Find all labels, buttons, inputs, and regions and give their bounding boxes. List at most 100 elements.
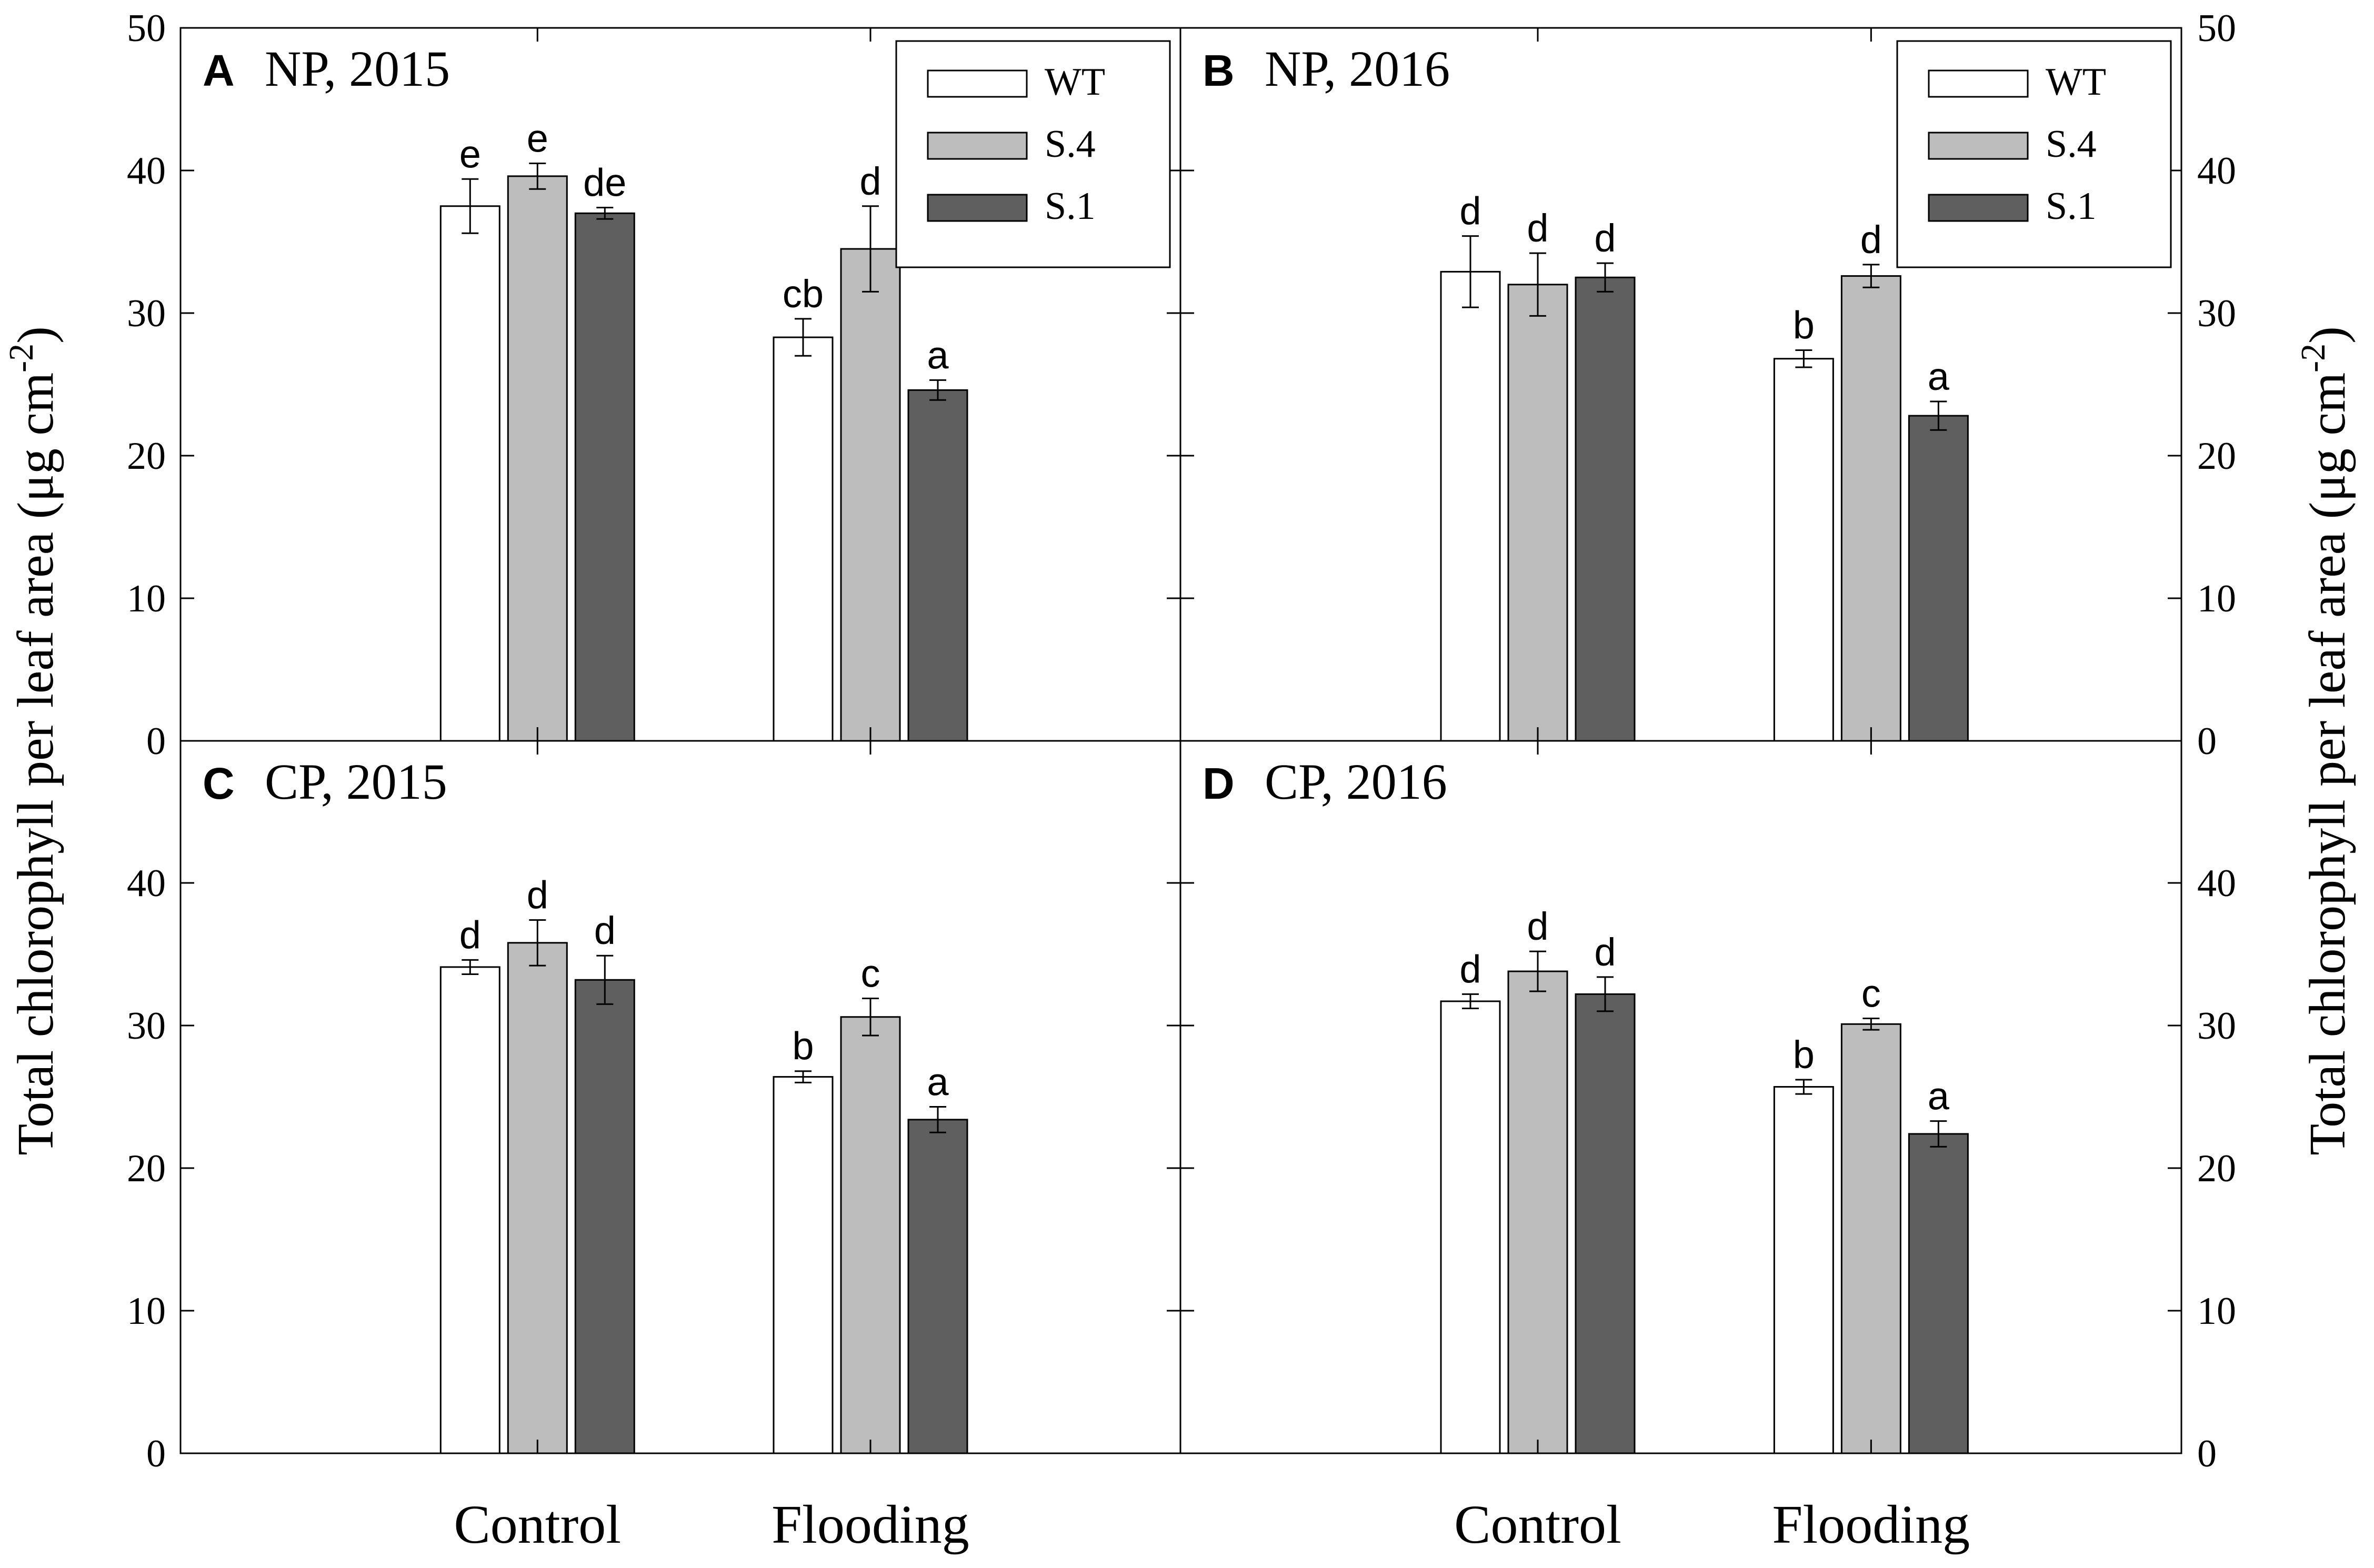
bar	[1575, 276, 1636, 742]
significance-letter: d	[527, 873, 548, 917]
bar	[907, 1119, 968, 1454]
x-category-label: Control	[1454, 1494, 1621, 1555]
y-tick-label: 50	[2197, 7, 2236, 50]
y-tick-label: 30	[127, 292, 166, 335]
y-tick-label: 0	[2197, 1432, 2217, 1475]
bar	[574, 212, 635, 742]
legend-swatch	[1928, 69, 2029, 98]
panel-letter: D	[1203, 759, 1235, 808]
significance-letter: cb	[783, 272, 824, 316]
bar	[907, 389, 968, 742]
significance-letter: d	[1594, 216, 1616, 260]
y-tick-label: 0	[2197, 720, 2217, 763]
y-tick-label: 10	[2197, 577, 2236, 620]
panel-title: NP, 2015	[265, 41, 450, 97]
significance-letter: e	[459, 132, 481, 176]
panel-title: CP, 2016	[1265, 753, 1447, 810]
bar	[507, 942, 568, 1454]
significance-letter: d	[1459, 947, 1481, 991]
y-tick-label: 20	[2197, 1147, 2236, 1190]
x-category-label: Control	[454, 1494, 621, 1555]
bar	[1908, 415, 1969, 742]
y-tick-label: 20	[2197, 435, 2236, 478]
ticks-layer	[181, 27, 2181, 1454]
y-tick-label: 20	[127, 435, 166, 478]
bar	[1840, 275, 1901, 742]
y-tick-label: 30	[2197, 292, 2236, 335]
bar	[1840, 1023, 1901, 1454]
y-tick-label: 0	[146, 1432, 166, 1475]
significance-letter: de	[583, 160, 626, 204]
panel-letter: C	[203, 759, 235, 808]
bar	[507, 175, 568, 742]
y-tick-label: 30	[127, 1004, 166, 1048]
significance-letter: d	[1594, 930, 1616, 974]
legend-swatch	[927, 132, 1028, 160]
significance-letter: d	[594, 909, 616, 952]
bar	[773, 336, 834, 742]
y-axis-title-right: Total chlorophyll per leaf area (μg cm-2…	[2294, 326, 2356, 1155]
legend-label: S.4	[1045, 123, 1096, 166]
bar	[1507, 970, 1568, 1454]
significance-letter: a	[1928, 1074, 1950, 1118]
y-tick-label: 50	[127, 7, 166, 50]
significance-letter: d	[459, 913, 481, 957]
bar	[1575, 993, 1636, 1454]
y-tick-label: 40	[2197, 862, 2236, 905]
y-tick-label: 20	[127, 1147, 166, 1190]
bar	[1908, 1133, 1969, 1454]
significance-letter: c	[861, 952, 880, 996]
significance-letter: d	[1527, 904, 1548, 948]
significance-letter: d	[1527, 206, 1548, 250]
panel-title: CP, 2015	[265, 753, 447, 810]
bar	[840, 1016, 901, 1454]
significance-letter: d	[1860, 218, 1882, 262]
legend-swatch	[1928, 194, 2029, 222]
legend-swatch	[927, 69, 1028, 98]
y-tick-label: 10	[127, 1290, 166, 1333]
legend-label: WT	[1045, 61, 1105, 104]
legend-layer: WT S.4 S.1 WT S.4 S.1	[895, 40, 2172, 268]
y-axis-title-left: Total chlorophyll per leaf area (μg cm-2…	[2, 326, 64, 1155]
significance-letter: b	[792, 1024, 814, 1068]
y-tick-label: 0	[146, 720, 166, 763]
significance-letter: d	[859, 159, 881, 203]
legend-label: WT	[2046, 61, 2106, 104]
significance-letter: a	[1928, 355, 1950, 398]
x-category-label: Flooding	[772, 1494, 969, 1555]
y-tick-label: 30	[2197, 1004, 2236, 1048]
bar	[1773, 358, 1834, 742]
legend-label: S.4	[2046, 123, 2097, 166]
y-tick-label: 40	[127, 862, 166, 905]
panel-letter: B	[1203, 46, 1235, 95]
bar	[1773, 1086, 1834, 1454]
y-tick-label: 40	[127, 149, 166, 193]
significance-letter: c	[1861, 971, 1881, 1015]
bar	[1440, 270, 1501, 742]
significance-letter: d	[1459, 189, 1481, 233]
y-tick-label: 40	[2197, 149, 2236, 193]
y-tick-label: 10	[2197, 1290, 2236, 1333]
bar	[439, 966, 500, 1454]
bars-layer	[439, 162, 1969, 1454]
panel-title: NP, 2016	[1265, 41, 1450, 97]
bar	[1440, 1000, 1501, 1454]
significance-letter: a	[927, 333, 949, 377]
bar	[773, 1076, 834, 1454]
significance-letter: b	[1793, 1033, 1815, 1077]
x-category-label: Flooding	[1772, 1494, 1970, 1555]
legend-label: S.1	[2046, 185, 2097, 228]
text-layer: 0 0 0 0 10 10 10 10 20 20 20 20 30 30 30 30 40 40 40 40 50 50…	[2, 7, 2356, 1555]
legend-swatch	[1928, 132, 2029, 160]
significance-letter: a	[927, 1060, 949, 1103]
legend-swatch	[927, 194, 1028, 222]
y-tick-label: 10	[127, 577, 166, 620]
bar	[1507, 284, 1568, 742]
legend-label: S.1	[1045, 185, 1096, 228]
panel-letter: A	[203, 46, 235, 95]
bar	[439, 205, 500, 742]
bar	[840, 248, 901, 742]
significance-letter: b	[1793, 303, 1815, 347]
